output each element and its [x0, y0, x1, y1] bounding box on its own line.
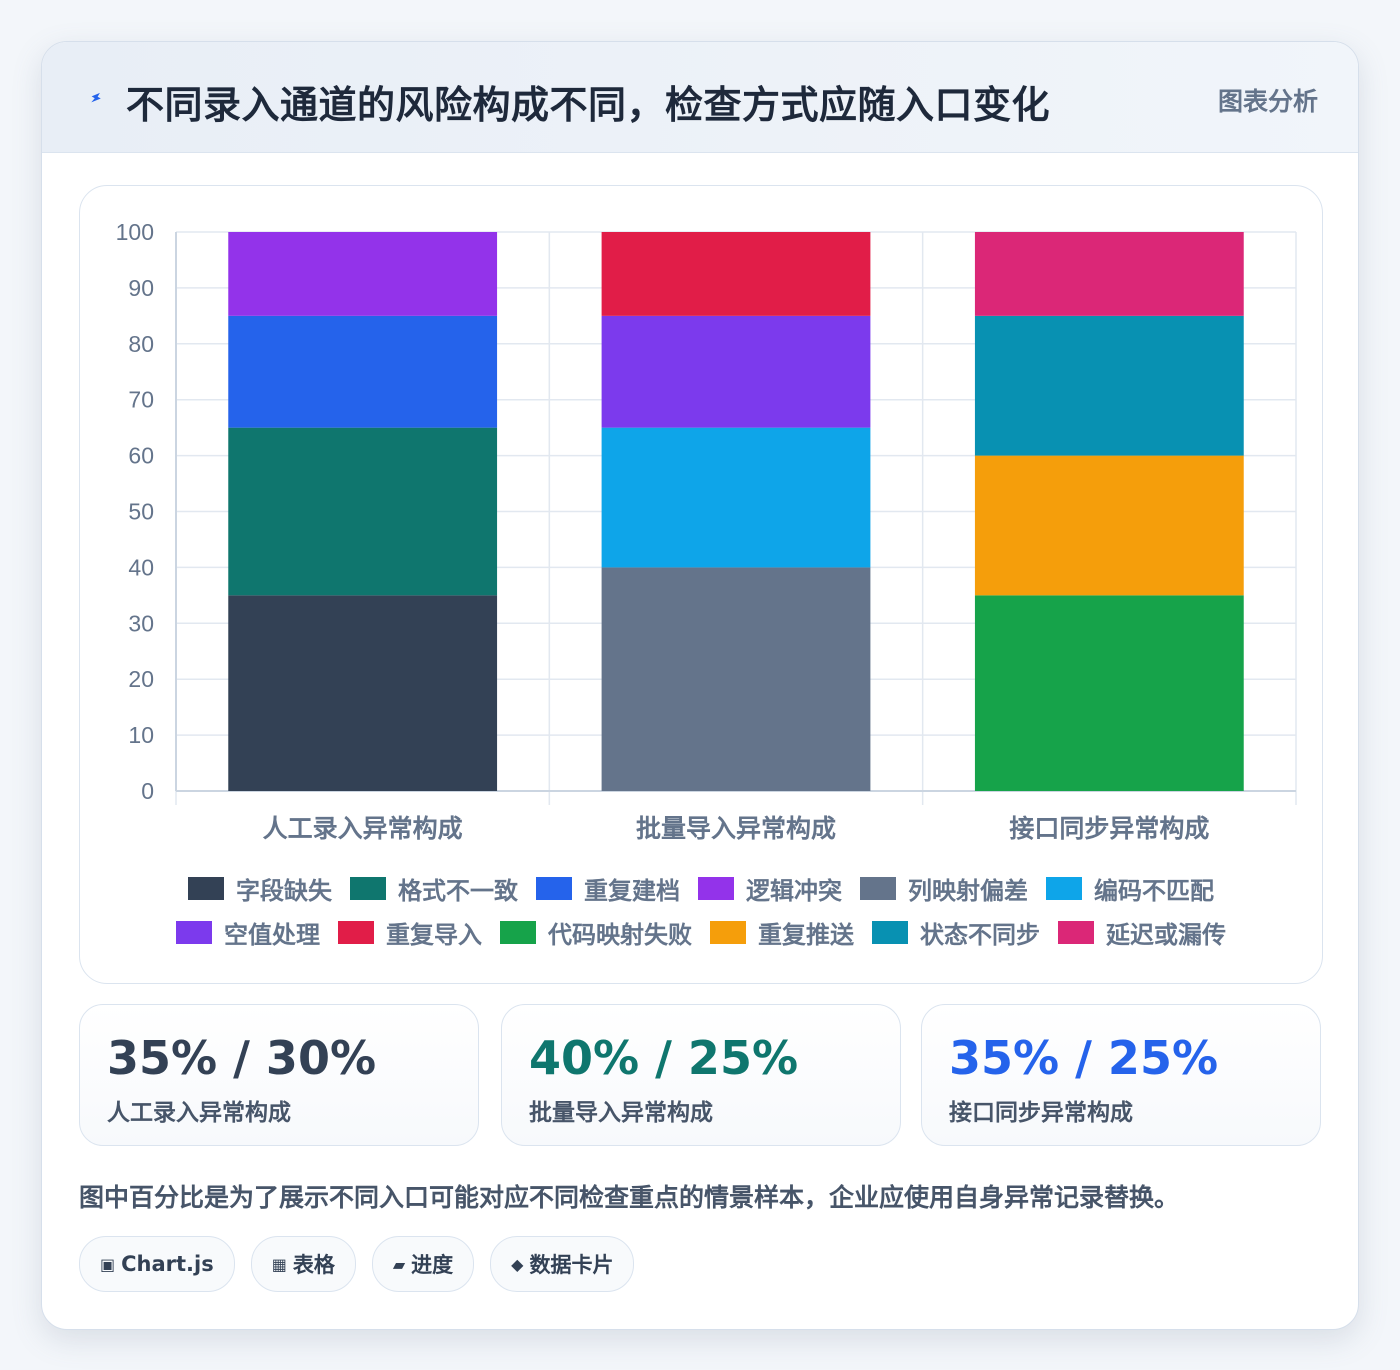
tag-chips: ▣ Chart.js ▦ 表格 ▰ 进度 ◆ 数据卡片 — [79, 1236, 635, 1292]
y-tick-label: 50 — [128, 499, 154, 525]
chip-data-card[interactable]: ◆ 数据卡片 — [490, 1236, 635, 1292]
bar-segment — [228, 232, 498, 316]
bar-segment — [974, 232, 1244, 316]
legend-label: 列映射偏差 — [908, 876, 1028, 905]
y-tick-label: 100 — [116, 219, 154, 245]
stat-card: 35% / 30% 人工录入异常构成 — [79, 1004, 479, 1146]
legend-swatch — [176, 920, 212, 944]
legend-label: 编码不匹配 — [1094, 876, 1214, 905]
bar-segment — [974, 315, 1244, 456]
stat-value: 35% / 25% — [949, 1031, 1219, 1085]
bar-segment — [601, 232, 871, 316]
legend-row: 空值处理 重复导入 代码映射失败 重复推送 状态不同步 延迟或漏传 — [80, 910, 1322, 954]
legend-item[interactable]: 列映射偏差 — [860, 871, 1028, 906]
legend-swatch — [350, 876, 386, 900]
chart-legend: 字段缺失 格式不一致 重复建档 逻辑冲突 列映射偏差 编码不匹配空值处理 重复导入 代码映射失… — [80, 866, 1322, 954]
diamond-icon: ◆ — [511, 1254, 524, 1274]
legend-label: 延迟或漏传 — [1106, 920, 1226, 949]
legend-item[interactable]: 编码不匹配 — [1046, 871, 1214, 906]
legend-label: 代码映射失败 — [548, 920, 692, 949]
y-tick-label: 70 — [128, 387, 154, 413]
stat-card: 40% / 25% 批量导入异常构成 — [501, 1004, 901, 1146]
legend-label: 格式不一致 — [398, 876, 518, 905]
table-icon: ▦ — [271, 1254, 287, 1274]
bar-segment — [974, 595, 1244, 791]
legend-item[interactable]: 空值处理 — [176, 915, 320, 950]
legend-swatch — [698, 876, 734, 900]
chart-icon: ▣ — [100, 1254, 116, 1274]
legend-swatch — [1058, 920, 1094, 944]
chart-panel: 0 10 20 30 40 50 60 70 80 90 100 人工录入异常构成 批量导入异常构成 接口… — [79, 185, 1323, 984]
chip-label: Chart.js — [121, 1252, 214, 1276]
legend-label: 字段缺失 — [236, 876, 332, 905]
legend-label: 状态不同步 — [920, 920, 1040, 949]
bar-segment — [974, 455, 1244, 596]
legend-swatch — [860, 876, 896, 900]
y-tick-label: 40 — [128, 554, 154, 580]
legend-item[interactable]: 重复建档 — [536, 871, 680, 906]
y-tick-label: 90 — [128, 275, 154, 301]
bar-segment — [228, 315, 498, 428]
legend-item[interactable]: 格式不一致 — [350, 871, 518, 906]
x-tick-label: 批量导入异常构成 — [636, 814, 836, 843]
chip-table[interactable]: ▦ 表格 — [250, 1236, 356, 1292]
stat-card: 35% / 25% 接口同步异常构成 — [921, 1004, 1321, 1146]
report-card: 不同录入通道的风险构成不同，检查方式应随入口变化 图表分析 0 10 20 30 40 5… — [41, 41, 1359, 1330]
legend-label: 逻辑冲突 — [746, 876, 842, 905]
stat-label: 人工录入异常构成 — [107, 1100, 291, 1126]
stat-label: 批量导入异常构成 — [529, 1100, 713, 1126]
legend-swatch — [536, 876, 572, 900]
legend-swatch — [338, 920, 374, 944]
y-tick-label: 60 — [128, 443, 154, 469]
legend-item[interactable]: 逻辑冲突 — [698, 871, 842, 906]
legend-item[interactable]: 延迟或漏传 — [1058, 915, 1226, 950]
legend-swatch — [188, 876, 224, 900]
legend-label: 重复建档 — [584, 876, 680, 905]
header-tag: 图表分析 — [1217, 87, 1318, 116]
legend-swatch — [710, 920, 746, 944]
legend-row: 字段缺失 格式不一致 重复建档 逻辑冲突 列映射偏差 编码不匹配 — [80, 866, 1322, 910]
legend-item[interactable]: 状态不同步 — [872, 915, 1040, 950]
legend-item[interactable]: 重复导入 — [338, 915, 482, 950]
y-tick-label: 20 — [128, 666, 154, 692]
chart-note: 图中百分比是为了展示不同入口可能对应不同检查重点的情景样本，企业应使用自身异常记… — [79, 1183, 1180, 1212]
legend-label: 重复导入 — [386, 920, 482, 949]
card-header: 不同录入通道的风险构成不同，检查方式应随入口变化 图表分析 — [42, 42, 1358, 153]
bar-segment — [601, 427, 871, 568]
bar-segment — [601, 567, 871, 791]
legend-swatch — [872, 920, 908, 944]
bar-segment — [601, 315, 871, 428]
legend-item[interactable]: 重复推送 — [710, 915, 854, 950]
legend-item[interactable]: 代码映射失败 — [500, 915, 692, 950]
bar-segment — [228, 427, 498, 596]
y-tick-label: 80 — [128, 331, 154, 357]
chip-label: 数据卡片 — [529, 1253, 614, 1277]
legend-item[interactable]: 字段缺失 — [188, 871, 332, 906]
progress-icon: ▰ — [392, 1254, 406, 1274]
chip-label: 表格 — [292, 1253, 335, 1277]
chip-progress[interactable]: ▰ 进度 — [371, 1236, 475, 1292]
legend-label: 重复推送 — [758, 920, 854, 949]
y-tick-label: 30 — [128, 610, 154, 636]
stacked-bar-chart: 0 10 20 30 40 50 60 70 80 90 100 人工录入异常构成 批量导入异常构成 接口… — [116, 219, 1297, 843]
stat-label: 接口同步异常构成 — [949, 1100, 1133, 1126]
page-title: 不同录入通道的风险构成不同，检查方式应随入口变化 — [126, 83, 1051, 127]
x-tick-label: 人工录入异常构成 — [263, 814, 463, 843]
bolt-icon — [91, 92, 101, 103]
stat-value: 35% / 30% — [107, 1031, 377, 1085]
legend-swatch — [500, 920, 536, 944]
stat-value: 40% / 25% — [529, 1031, 799, 1085]
legend-swatch — [1046, 876, 1082, 900]
chip-label: 进度 — [411, 1253, 454, 1277]
bar-segment — [228, 595, 498, 791]
y-tick-label: 0 — [141, 778, 154, 804]
chip-chartjs[interactable]: ▣ Chart.js — [79, 1236, 235, 1292]
legend-label: 空值处理 — [224, 920, 320, 949]
x-tick-label: 接口同步异常构成 — [1009, 814, 1209, 843]
y-tick-label: 10 — [128, 722, 154, 748]
